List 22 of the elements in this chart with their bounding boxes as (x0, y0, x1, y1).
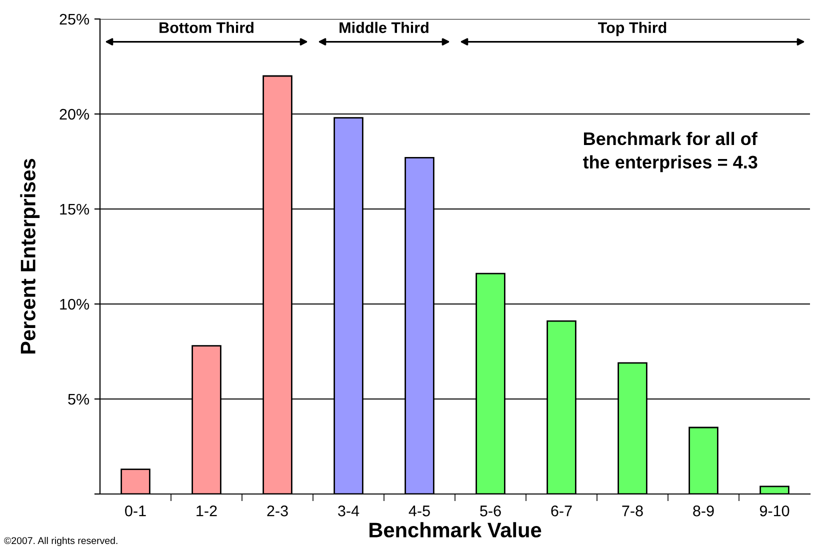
x-tick-label: 4-5 (408, 506, 430, 516)
x-tick-label: 3-4 (338, 506, 360, 516)
x-tick-label: 8-9 (693, 506, 714, 516)
x-tick-label: 9-10 (760, 506, 790, 516)
x-tick-label: 5-6 (480, 506, 501, 516)
y-tick-label: 20% (60, 108, 90, 120)
x-tick-label: 0-1 (125, 506, 146, 516)
y-tick-label: 25% (60, 14, 90, 25)
y-tick-label: 15% (60, 204, 90, 215)
y-tick-label: 10% (60, 298, 90, 310)
x-tick-label: 7-8 (622, 506, 643, 516)
annotation: Bottom Third (160, 22, 254, 34)
x-tick-label: 6-7 (551, 506, 572, 516)
y-axis-title: Percent Enterprises (20, 158, 40, 354)
y-tick-label: 5% (68, 394, 90, 405)
annotation: Benchmark for all of the enterprises = 4.3 (583, 132, 758, 172)
x-tick-label: 1-2 (196, 506, 217, 516)
x-axis-title: Benchmark Value (370, 522, 542, 538)
x-tick-label: 2-3 (267, 506, 288, 516)
annotation: Middle Third (340, 22, 428, 34)
text: ©2007. All rights reserved. (4, 536, 118, 546)
annotation: Top Third (598, 22, 666, 36)
